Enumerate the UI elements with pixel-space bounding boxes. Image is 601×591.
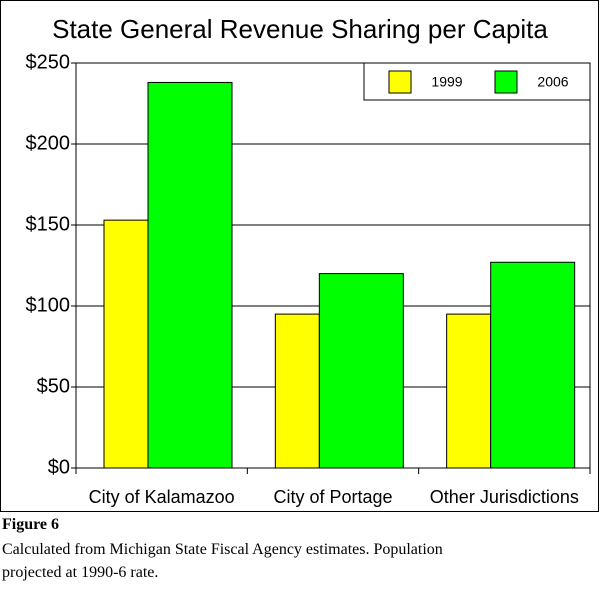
x-tick-label: Other Jurisdictions	[430, 487, 579, 507]
x-tick-label: City of Portage	[273, 487, 392, 507]
plot-border	[75, 62, 591, 469]
bar	[490, 261, 576, 469]
legend-label: 1999	[431, 74, 462, 90]
caption-line: projected at 1990-6 rate.	[2, 564, 159, 581]
y-tick-label: $200	[26, 132, 71, 154]
bar	[318, 273, 404, 469]
y-tick-label: $50	[37, 375, 70, 397]
bar	[103, 219, 149, 469]
legend-swatch	[388, 70, 412, 94]
y-tick-label: $0	[48, 456, 70, 478]
legend-label: 2006	[537, 74, 568, 90]
chart: State General Revenue Sharing per Capita…	[0, 0, 599, 512]
figure-label: Figure 6	[2, 516, 60, 533]
caption-line: Calculated from Michigan State Fiscal Ag…	[2, 541, 443, 558]
y-tick-label: $150	[26, 213, 71, 235]
y-tick-label: $100	[26, 294, 71, 316]
bar	[446, 313, 492, 469]
bar	[147, 81, 233, 469]
y-tick-label: $250	[26, 51, 71, 73]
bar	[274, 313, 320, 469]
x-tick-label: City of Kalamazoo	[89, 487, 235, 507]
chart-title: State General Revenue Sharing per Capita	[52, 14, 548, 44]
legend-swatch	[494, 70, 518, 94]
